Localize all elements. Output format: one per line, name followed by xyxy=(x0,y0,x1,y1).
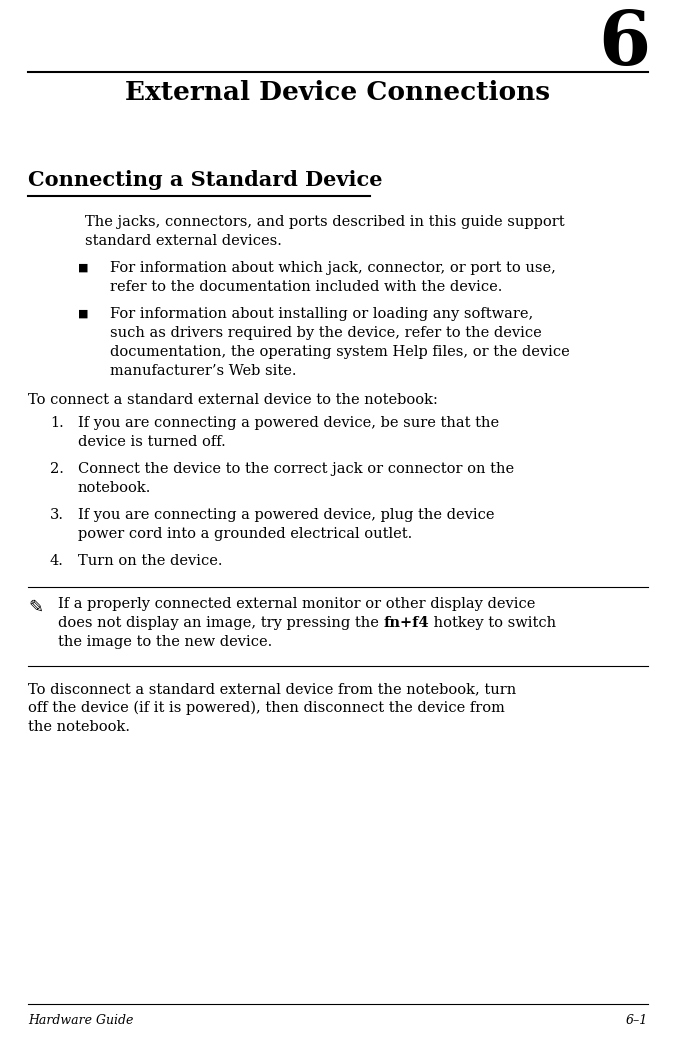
Text: Turn on the device.: Turn on the device. xyxy=(78,554,223,568)
Text: 6–1: 6–1 xyxy=(626,1014,648,1026)
Text: If you are connecting a powered device, plug the device: If you are connecting a powered device, … xyxy=(78,508,495,522)
Text: power cord into a grounded electrical outlet.: power cord into a grounded electrical ou… xyxy=(78,527,412,541)
Text: For information about installing or loading any software,: For information about installing or load… xyxy=(110,307,533,321)
Text: ■: ■ xyxy=(78,263,88,272)
Text: Connect the device to the correct jack or connector on the: Connect the device to the correct jack o… xyxy=(78,462,514,476)
Text: To connect a standard external device to the notebook:: To connect a standard external device to… xyxy=(28,393,438,407)
Text: If a properly connected external monitor or other display device: If a properly connected external monitor… xyxy=(58,597,535,610)
Text: Connecting a Standard Device: Connecting a Standard Device xyxy=(28,170,383,190)
Text: notebook.: notebook. xyxy=(78,480,151,495)
Text: ✎: ✎ xyxy=(28,599,43,617)
Text: To disconnect a standard external device from the notebook, turn: To disconnect a standard external device… xyxy=(28,682,516,696)
Text: If you are connecting a powered device, be sure that the: If you are connecting a powered device, … xyxy=(78,416,499,430)
Text: standard external devices.: standard external devices. xyxy=(85,234,282,248)
Text: the image to the new device.: the image to the new device. xyxy=(58,635,272,649)
Text: hotkey to switch: hotkey to switch xyxy=(429,616,556,630)
Text: fn+f4: fn+f4 xyxy=(383,616,429,630)
Text: For information about which jack, connector, or port to use,: For information about which jack, connec… xyxy=(110,261,556,275)
Text: 3.: 3. xyxy=(50,508,64,522)
Text: such as drivers required by the device, refer to the device: such as drivers required by the device, … xyxy=(110,326,542,340)
Text: device is turned off.: device is turned off. xyxy=(78,435,225,449)
Text: the notebook.: the notebook. xyxy=(28,720,130,734)
Text: off the device (if it is powered), then disconnect the device from: off the device (if it is powered), then … xyxy=(28,701,505,716)
Text: The jacks, connectors, and ports described in this guide support: The jacks, connectors, and ports describ… xyxy=(85,215,564,229)
Text: Hardware Guide: Hardware Guide xyxy=(28,1014,134,1026)
Text: refer to the documentation included with the device.: refer to the documentation included with… xyxy=(110,280,502,294)
Text: ■: ■ xyxy=(78,309,88,319)
Text: External Device Connections: External Device Connections xyxy=(125,80,550,105)
Text: 2.: 2. xyxy=(50,462,64,476)
Text: 6: 6 xyxy=(598,8,650,81)
Text: 4.: 4. xyxy=(50,554,64,568)
Text: documentation, the operating system Help files, or the device: documentation, the operating system Help… xyxy=(110,345,570,359)
Text: manufacturer’s Web site.: manufacturer’s Web site. xyxy=(110,364,296,378)
Text: does not display an image, try pressing the: does not display an image, try pressing … xyxy=(58,616,383,630)
Text: 1.: 1. xyxy=(50,416,63,430)
